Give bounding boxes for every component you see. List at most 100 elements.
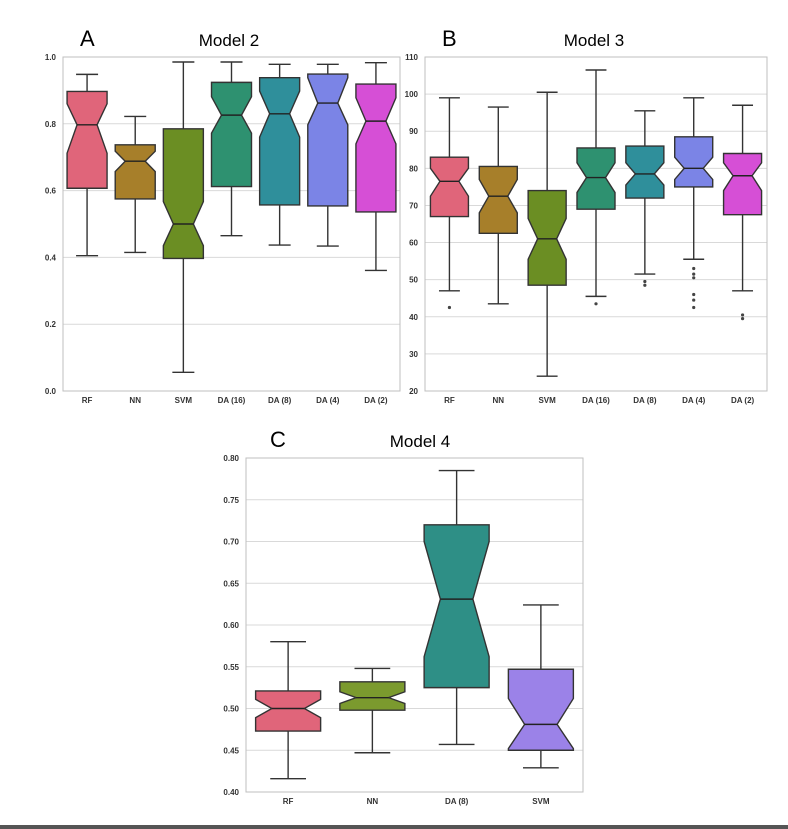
outlier-point xyxy=(692,272,696,276)
x-tick-label: RF xyxy=(444,396,455,405)
x-tick-label: DA (4) xyxy=(316,396,340,405)
y-tick-label: 0.70 xyxy=(223,538,239,547)
y-tick-label: 0.75 xyxy=(223,496,239,505)
y-tick-label: 0.45 xyxy=(223,746,239,755)
y-tick-label: 0.80 xyxy=(223,454,239,463)
box-nn xyxy=(339,667,406,754)
box-da-4 xyxy=(307,63,349,247)
box-body xyxy=(114,144,156,200)
panel-a-title: Model 2 xyxy=(199,31,259,50)
x-tick-label: DA (2) xyxy=(731,396,755,405)
x-tick-label: DA (16) xyxy=(582,396,610,405)
x-tick-label: DA (2) xyxy=(364,396,388,405)
box-da-16 xyxy=(576,69,616,306)
y-tick-label: 100 xyxy=(405,90,419,99)
x-tick-label: NN xyxy=(367,797,379,806)
plot-frame xyxy=(62,56,401,392)
x-tick-label: NN xyxy=(129,396,141,405)
panel-b-plot: 20 30 40 50 60 70 80 90 100 110 RF NN SVM DA (16) DA (… xyxy=(405,53,768,405)
y-tick-label: 110 xyxy=(405,53,418,62)
x-tick-label: DA (8) xyxy=(633,396,657,405)
x-tick-label: RF xyxy=(283,797,294,806)
box-svm xyxy=(162,61,205,373)
box-body xyxy=(210,81,253,188)
box-body xyxy=(258,77,301,206)
y-tick-label: 0.2 xyxy=(45,320,57,329)
panel-c-plot: 0.40 0.45 0.50 0.55 0.60 0.65 0.70 0.75 0.80 RF NN… xyxy=(223,454,584,806)
x-tick-label: SVM xyxy=(538,396,556,405)
outlier-point xyxy=(740,313,745,317)
y-tick-label: 0.50 xyxy=(223,705,239,714)
panel-b-title: Model 3 xyxy=(564,31,624,50)
bottom-rule xyxy=(0,825,788,829)
box-body xyxy=(527,189,567,286)
box-body xyxy=(478,165,518,234)
box-body xyxy=(254,690,322,732)
x-tick-label: SVM xyxy=(175,396,193,405)
outlier-point xyxy=(740,317,745,321)
y-tick-label: 0.55 xyxy=(223,663,239,672)
panel-a-plot: 0.0 0.2 0.4 0.6 0.8 1.0 RF NN SVM DA (16) DA (8) DA… xyxy=(45,53,401,405)
box-body xyxy=(674,136,714,188)
box-svm xyxy=(507,604,575,769)
box-rf xyxy=(254,641,322,780)
x-tick-label: DA (16) xyxy=(218,396,246,405)
box-body xyxy=(625,145,665,199)
y-tick-label: 0.6 xyxy=(45,187,57,196)
y-tick-label: 0.4 xyxy=(45,253,57,262)
box-body xyxy=(576,147,616,210)
panel-c-letter: C xyxy=(270,427,286,452)
x-tick-label: RF xyxy=(82,396,93,405)
box-da-16 xyxy=(210,61,253,237)
x-tick-label: DA (8) xyxy=(445,797,469,806)
outlier-point xyxy=(692,292,696,297)
plot-frame xyxy=(424,56,768,392)
box-body xyxy=(429,156,470,218)
x-tick-label: SVM xyxy=(532,797,550,806)
y-tick-label: 0.8 xyxy=(45,120,57,129)
y-tick-label: 20 xyxy=(409,387,418,396)
x-tick-label: DA (4) xyxy=(682,396,706,405)
y-tick-label: 90 xyxy=(409,127,418,136)
box-rf xyxy=(66,73,108,257)
outlier-point xyxy=(692,298,696,302)
box-da-2 xyxy=(722,104,763,321)
panel-b: B Model 3 20 30 40 50 60 70 80 90 100 110 RF NN SVM D… xyxy=(405,26,768,405)
y-tick-label: 0.65 xyxy=(223,579,239,588)
panel-a-letter: A xyxy=(80,26,95,51)
outlier-point xyxy=(594,302,598,306)
outlier-point xyxy=(447,305,452,310)
x-tick-label: NN xyxy=(493,396,505,405)
box-da-2 xyxy=(355,61,397,272)
plot-frame xyxy=(245,457,584,793)
y-tick-label: 30 xyxy=(409,350,418,359)
box-nn xyxy=(114,115,156,254)
box-da-8 xyxy=(625,110,665,287)
box-body xyxy=(339,681,406,711)
box-nn xyxy=(478,106,518,305)
panel-b-letter: B xyxy=(442,26,457,51)
box-body xyxy=(722,152,763,216)
y-tick-label: 70 xyxy=(409,201,418,210)
box-body xyxy=(66,90,108,189)
x-tick-label: DA (8) xyxy=(268,396,292,405)
box-rf xyxy=(429,97,470,310)
outlier-point xyxy=(692,276,696,280)
box-body xyxy=(507,668,575,751)
box-body xyxy=(307,73,349,207)
y-tick-label: 0.60 xyxy=(223,621,239,630)
box-da-8 xyxy=(258,63,301,246)
box-svm xyxy=(527,91,567,377)
outlier-point xyxy=(643,279,647,284)
outlier-point xyxy=(692,266,696,271)
box-da-4 xyxy=(674,97,714,310)
y-tick-label: 50 xyxy=(409,276,418,285)
panel-c-title: Model 4 xyxy=(390,432,450,451)
y-tick-label: 1.0 xyxy=(45,53,57,62)
box-body xyxy=(423,524,490,689)
panel-a: A Model 2 0.0 0.2 0.4 0.6 0.8 1.0 RF NN SVM DA (1… xyxy=(45,26,401,405)
box-body xyxy=(355,83,397,213)
y-tick-label: 40 xyxy=(409,313,418,322)
outlier-point xyxy=(643,283,647,287)
